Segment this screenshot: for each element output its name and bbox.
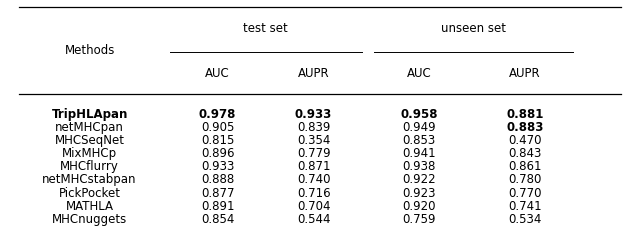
Text: 0.704: 0.704: [297, 200, 330, 213]
Text: 0.854: 0.854: [201, 213, 234, 226]
Text: MHCSeqNet: MHCSeqNet: [54, 134, 125, 147]
Text: MHCnuggets: MHCnuggets: [52, 213, 127, 226]
Text: AUPR: AUPR: [298, 67, 330, 80]
Text: 0.843: 0.843: [508, 147, 541, 160]
Text: 0.923: 0.923: [403, 186, 436, 200]
Text: 0.941: 0.941: [403, 147, 436, 160]
Text: 0.815: 0.815: [201, 134, 234, 147]
Text: 0.853: 0.853: [403, 134, 436, 147]
Text: 0.759: 0.759: [403, 213, 436, 226]
Text: AUC: AUC: [407, 67, 431, 80]
Text: 0.354: 0.354: [297, 134, 330, 147]
Text: 0.544: 0.544: [297, 213, 330, 226]
Text: MATHLA: MATHLA: [66, 200, 114, 213]
Text: Methods: Methods: [65, 44, 115, 57]
Text: 0.770: 0.770: [508, 186, 541, 200]
Text: 0.938: 0.938: [403, 160, 436, 173]
Text: 0.896: 0.896: [201, 147, 234, 160]
Text: AUC: AUC: [205, 67, 230, 80]
Text: unseen set: unseen set: [441, 22, 506, 35]
Text: 0.871: 0.871: [297, 160, 330, 173]
Text: 0.861: 0.861: [508, 160, 541, 173]
Text: MixMHCp: MixMHCp: [62, 147, 117, 160]
Text: 0.958: 0.958: [401, 108, 438, 121]
Text: netMHCstabpan: netMHCstabpan: [42, 173, 137, 186]
Text: 0.877: 0.877: [201, 186, 234, 200]
Text: netMHCpan: netMHCpan: [55, 121, 124, 134]
Text: 0.839: 0.839: [297, 121, 330, 134]
Text: 0.534: 0.534: [508, 213, 541, 226]
Text: 0.949: 0.949: [403, 121, 436, 134]
Text: PickPocket: PickPocket: [59, 186, 120, 200]
Text: 0.920: 0.920: [403, 200, 436, 213]
Text: 0.780: 0.780: [508, 173, 541, 186]
Text: 0.740: 0.740: [297, 173, 330, 186]
Text: TripHLApan: TripHLApan: [51, 108, 128, 121]
Text: 0.741: 0.741: [508, 200, 541, 213]
Text: 0.978: 0.978: [199, 108, 236, 121]
Text: 0.888: 0.888: [201, 173, 234, 186]
Text: 0.933: 0.933: [201, 160, 234, 173]
Text: AUPR: AUPR: [509, 67, 541, 80]
Text: 0.883: 0.883: [506, 121, 543, 134]
Text: 0.922: 0.922: [403, 173, 436, 186]
Text: 0.891: 0.891: [201, 200, 234, 213]
Text: 0.933: 0.933: [295, 108, 332, 121]
Text: test set: test set: [243, 22, 288, 35]
Text: 0.881: 0.881: [506, 108, 543, 121]
Text: 0.470: 0.470: [508, 134, 541, 147]
Text: 0.905: 0.905: [201, 121, 234, 134]
Text: 0.779: 0.779: [297, 147, 330, 160]
Text: MHCflurry: MHCflurry: [60, 160, 119, 173]
Text: 0.716: 0.716: [297, 186, 330, 200]
